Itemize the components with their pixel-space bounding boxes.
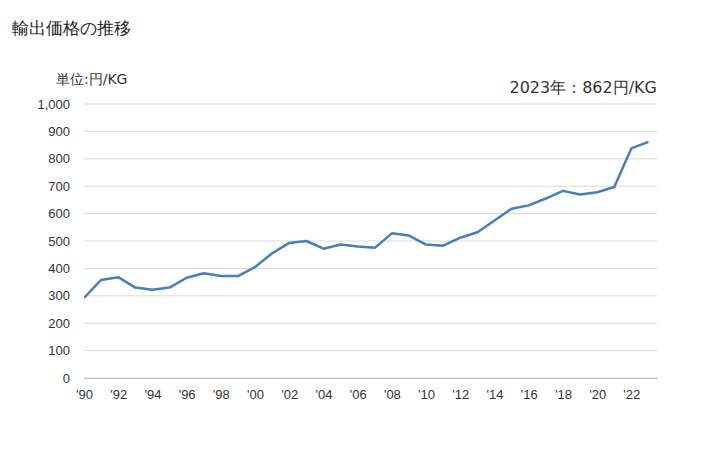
- x-tick: '02: [281, 378, 298, 402]
- grid-line: [84, 104, 657, 105]
- grid-line: [84, 323, 657, 324]
- grid-line: [84, 378, 657, 379]
- y-tick: 800: [48, 151, 84, 166]
- x-tick-label: '20: [589, 387, 606, 402]
- plot-area: [84, 142, 648, 298]
- annotation: 2023年：862円/KG: [509, 78, 657, 97]
- y-tick-label: 800: [48, 151, 70, 166]
- x-tick-label: '98: [213, 387, 230, 402]
- x-tick: '10: [418, 378, 435, 402]
- x-tick: '06: [350, 378, 367, 402]
- y-axis-line: [84, 105, 85, 379]
- y-tick-label: 700: [48, 179, 70, 194]
- x-tick: '16: [521, 378, 538, 402]
- x-tick-label: '92: [110, 387, 127, 402]
- y-tick: 1,000: [37, 97, 84, 112]
- x-tick-label: '14: [487, 387, 504, 402]
- x-tick-label: '04: [315, 387, 332, 402]
- x-tick-label: '96: [179, 387, 196, 402]
- y-tick-label: 900: [48, 124, 70, 139]
- chart: 輸出価格の推移単位:円/KG 2023年：862円/KG 0 100 200 300 400…: [0, 0, 728, 450]
- y-tick: 600: [48, 206, 84, 221]
- x-axis-line: [85, 378, 658, 379]
- x-tick: '12: [452, 378, 469, 402]
- x-tick-label: '00: [247, 387, 264, 402]
- y-tick: 400: [48, 261, 84, 276]
- y-tick: 500: [48, 234, 84, 249]
- x-tick: '98: [213, 378, 230, 402]
- axis-title: 単位:円/KG: [56, 71, 127, 87]
- x-tick: '00: [247, 378, 264, 402]
- y-tick-label: 100: [48, 343, 70, 358]
- x-tick: '92: [110, 378, 127, 402]
- x-axis: '90 '92 '94 '96 '98 '00 '02 '04 '06 '08 '10 '12 '14 '…: [76, 378, 657, 402]
- x-tick-label: '02: [281, 387, 298, 402]
- y-tick: 0: [63, 371, 84, 386]
- grid-line: [84, 213, 657, 214]
- x-tick-label: '06: [350, 387, 367, 402]
- grid-line: [84, 186, 657, 187]
- grid-line: [84, 241, 657, 242]
- x-tick: '20: [589, 378, 606, 402]
- x-tick-label: '94: [144, 387, 161, 402]
- line: [84, 142, 648, 298]
- x-tick-label: '22: [623, 387, 640, 402]
- x-tick: '96: [179, 378, 196, 402]
- grid: [84, 104, 657, 378]
- y-tick-label: 300: [48, 288, 70, 303]
- x-tick-label: '10: [418, 387, 435, 402]
- x-tick: '08: [384, 378, 401, 402]
- x-tick-label: '90: [76, 387, 93, 402]
- y-tick-label: 0: [63, 371, 70, 386]
- y-axis: 0 100 200 300 400 500 600 700 800 900 1,000: [37, 97, 84, 386]
- x-tick: '90: [76, 378, 93, 402]
- x-tick-label: '16: [521, 387, 538, 402]
- x-tick-label: '08: [384, 387, 401, 402]
- y-tick: 900: [48, 124, 84, 139]
- y-tick-label: 500: [48, 234, 70, 249]
- x-tick: '04: [315, 378, 332, 402]
- y-tick: 200: [48, 316, 84, 331]
- grid-line: [84, 131, 657, 132]
- x-tick: '18: [555, 378, 572, 402]
- y-tick-label: 400: [48, 261, 70, 276]
- title: 輸出価格の推移: [12, 18, 131, 38]
- y-tick-label: 200: [48, 316, 70, 331]
- y-tick: 300: [48, 288, 84, 303]
- grid-line: [84, 268, 657, 269]
- y-tick: 700: [48, 179, 84, 194]
- grid-line: [84, 350, 657, 351]
- y-tick-label: 600: [48, 206, 70, 221]
- grid-line: [84, 295, 657, 296]
- grid-line: [84, 158, 657, 159]
- x-tick-label: '18: [555, 387, 572, 402]
- y-tick: 100: [48, 343, 84, 358]
- x-tick: '22: [623, 378, 640, 402]
- x-tick: '14: [487, 378, 504, 402]
- y-tick-label: 1,000: [37, 97, 70, 112]
- x-tick: '94: [144, 378, 161, 402]
- x-tick-label: '12: [452, 387, 469, 402]
